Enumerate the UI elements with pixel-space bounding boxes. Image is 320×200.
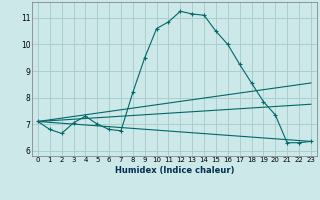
X-axis label: Humidex (Indice chaleur): Humidex (Indice chaleur) [115, 166, 234, 175]
